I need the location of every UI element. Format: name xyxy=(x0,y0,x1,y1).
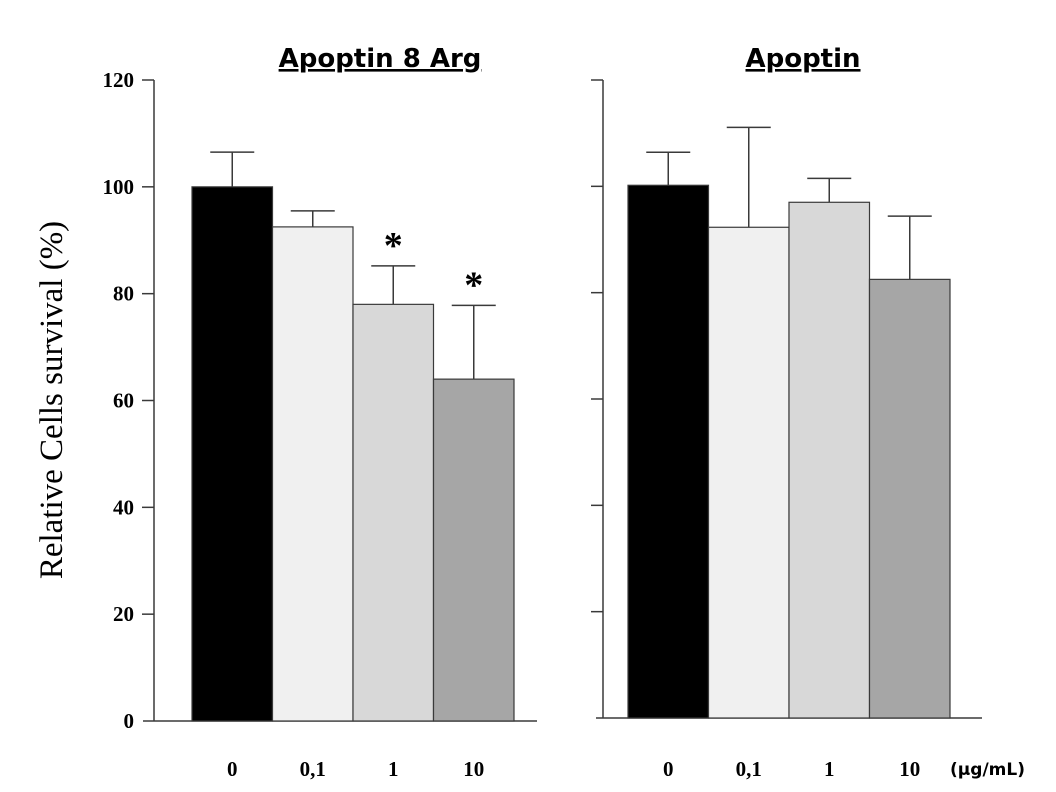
bar-0 xyxy=(191,186,274,722)
significance-marker: * xyxy=(384,225,403,267)
x-tick-label: 10 xyxy=(899,757,920,781)
bar-0-1 xyxy=(271,226,354,722)
y-axis-title: Relative Cells survival (%) xyxy=(34,221,70,579)
y-tick-label: 20 xyxy=(113,602,134,626)
panel-apoptin-8-arg: Apoptin 8 Arg 0 20 40 60 80 100 120 0 0,1 * 1 * 10 xyxy=(103,44,537,781)
x-tick-label: 0 xyxy=(663,757,674,781)
bar-10 xyxy=(432,378,515,722)
bar-1 xyxy=(788,201,871,719)
y-tick-label: 80 xyxy=(113,282,134,306)
panel-apoptin: Apoptin 0 0,1 1 10 xyxy=(591,44,982,781)
y-tick-label: 100 xyxy=(103,175,135,199)
chart-title-apoptin: Apoptin xyxy=(745,44,860,74)
y-tick-label: 40 xyxy=(113,495,134,519)
bar-10 xyxy=(868,278,951,719)
x-tick-label: 1 xyxy=(388,757,399,781)
y-tick-label: 60 xyxy=(113,389,134,413)
y-tick-label: 0 xyxy=(124,709,135,733)
bar-0 xyxy=(627,184,710,719)
x-tick-label: 0,1 xyxy=(736,757,762,781)
x-tick-label: 10 xyxy=(463,757,484,781)
x-axis-unit-label: (µg/mL) xyxy=(950,760,1025,780)
bar-0-1 xyxy=(707,226,790,719)
significance-marker: * xyxy=(464,264,483,306)
x-tick-label: 0,1 xyxy=(300,757,326,781)
x-tick-label: 1 xyxy=(824,757,835,781)
bar-1 xyxy=(352,303,435,722)
y-tick-label: 120 xyxy=(103,68,135,92)
x-tick-label: 0 xyxy=(227,757,238,781)
chart-title-apoptin-8-arg: Apoptin 8 Arg xyxy=(279,44,482,74)
